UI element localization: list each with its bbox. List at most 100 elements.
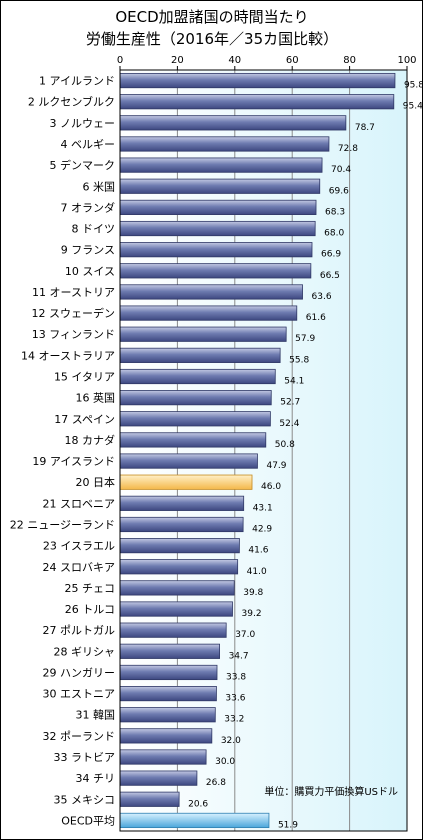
category-label: 22 ニュージーランド (10, 518, 115, 531)
data-label: 66.5 (320, 271, 340, 281)
bar (119, 326, 287, 342)
bar (119, 284, 303, 300)
data-label: 50.8 (275, 440, 295, 450)
bar (119, 220, 316, 237)
x-tick-label: 100 (397, 55, 416, 66)
data-label: 52.4 (279, 419, 299, 429)
category-label: 4 ベルギー (61, 138, 116, 151)
data-label: 52.7 (280, 398, 300, 408)
bar (119, 115, 347, 131)
data-label: 68.3 (325, 207, 345, 217)
category-labels: 1 アイルランド 2 ルクセンブルク 3 ノルウェー 4 ベルギー 5 デンマーク 6 米… (10, 75, 115, 828)
x-tick-label: 80 (343, 55, 356, 66)
bar (119, 749, 207, 765)
category-label: 34 チリ (76, 772, 116, 785)
data-label: 63.6 (312, 292, 332, 302)
data-label: 20.6 (188, 799, 208, 809)
bar (119, 559, 239, 575)
category-label: 23 イスラエル (43, 540, 115, 553)
category-label: 2 ルクセンブルク (28, 95, 115, 109)
bar (119, 178, 321, 194)
data-label: 70.4 (331, 165, 351, 175)
category-label: 11 オーストリア (32, 286, 115, 299)
data-label: 54.1 (284, 377, 304, 387)
bar (119, 72, 396, 89)
category-label: 7 オランダ (61, 200, 116, 214)
category-label: 29 ハンガリー (43, 666, 116, 679)
plot-border (119, 69, 408, 832)
chart-title-line-1: OECD加盟諸国の時間当たり (115, 8, 308, 26)
value-labels: 95.8 95.4 78.7 72.8 70.4 69.6 68.3 68.0 66.9 66.5… (188, 81, 423, 831)
chart-title-line-2: 労働生産性（2016年／35カ国比較） (86, 30, 338, 48)
data-label: 47.9 (266, 461, 286, 471)
data-label: 41.0 (247, 567, 267, 577)
category-label: 26 トルコ (65, 603, 115, 616)
data-label: 33.8 (226, 672, 246, 682)
data-label: 66.9 (321, 250, 341, 260)
category-label: 27 ポルトガル (43, 624, 116, 637)
x-tick-label: 60 (286, 55, 299, 66)
bar (119, 305, 298, 321)
data-label: 26.8 (206, 778, 226, 788)
data-label: 61.6 (306, 313, 326, 323)
bar (119, 474, 253, 490)
category-label: 32 ポーランド (43, 730, 116, 743)
x-tick-label: 20 (171, 55, 184, 66)
gridlines (176, 70, 351, 831)
data-label: 37.0 (235, 630, 255, 640)
bar (119, 812, 270, 829)
data-label: 33.2 (224, 715, 244, 725)
category-label: OECD平均 (61, 814, 115, 827)
data-label: 46.0 (261, 482, 281, 492)
bar (119, 707, 216, 723)
data-label: 42.9 (252, 524, 272, 534)
data-label: 39.2 (242, 609, 262, 619)
data-label: 32.0 (221, 736, 241, 746)
category-label: 16 英国 (76, 391, 116, 405)
bar (119, 368, 276, 385)
bar (119, 622, 227, 638)
x-tick-label: 0 (117, 55, 123, 66)
category-label: 1 アイルランド (39, 75, 115, 88)
data-label: 57.9 (295, 334, 315, 344)
bar (119, 432, 267, 448)
category-label: 5 デンマーク (50, 158, 116, 172)
x-tick-label: 40 (228, 55, 241, 66)
bar (119, 601, 233, 617)
bar (119, 770, 198, 786)
category-label: 10 スイス (65, 265, 115, 278)
data-label: 51.9 (278, 820, 298, 830)
data-label: 95.4 (403, 102, 423, 112)
bar (119, 263, 312, 279)
unit-note: 単位：購買力平価換算USドル (264, 785, 398, 798)
category-label: 9 フランス (61, 244, 115, 257)
category-label: 6 米国 (83, 180, 116, 193)
data-label: 41.6 (248, 546, 268, 556)
bar (119, 686, 217, 702)
bar (119, 94, 395, 110)
data-label: 68.0 (324, 229, 344, 239)
category-label: 31 韓国 (76, 709, 116, 722)
category-label: 28 ギリシャ (54, 645, 116, 658)
category-label: 33 ラトビア (54, 751, 116, 764)
category-label: 15 イタリア (54, 371, 115, 384)
bar (119, 411, 271, 427)
bar (119, 199, 317, 215)
data-label: 95.8 (404, 81, 423, 91)
data-label: 30.0 (215, 757, 235, 767)
data-label: 39.8 (243, 588, 263, 598)
bar (119, 643, 220, 659)
bar (119, 664, 218, 681)
category-label: 24 スロバキア (43, 561, 116, 574)
bar (119, 728, 213, 744)
bar (119, 495, 245, 511)
category-label: 20 日本 (76, 475, 116, 489)
data-label: 55.8 (289, 355, 309, 365)
category-label: 21 スロベニア (43, 497, 116, 510)
bar (119, 453, 258, 469)
bar (119, 516, 244, 533)
data-label: 69.6 (329, 186, 349, 196)
category-label: 25 チェコ (65, 582, 116, 595)
bar (119, 136, 330, 152)
